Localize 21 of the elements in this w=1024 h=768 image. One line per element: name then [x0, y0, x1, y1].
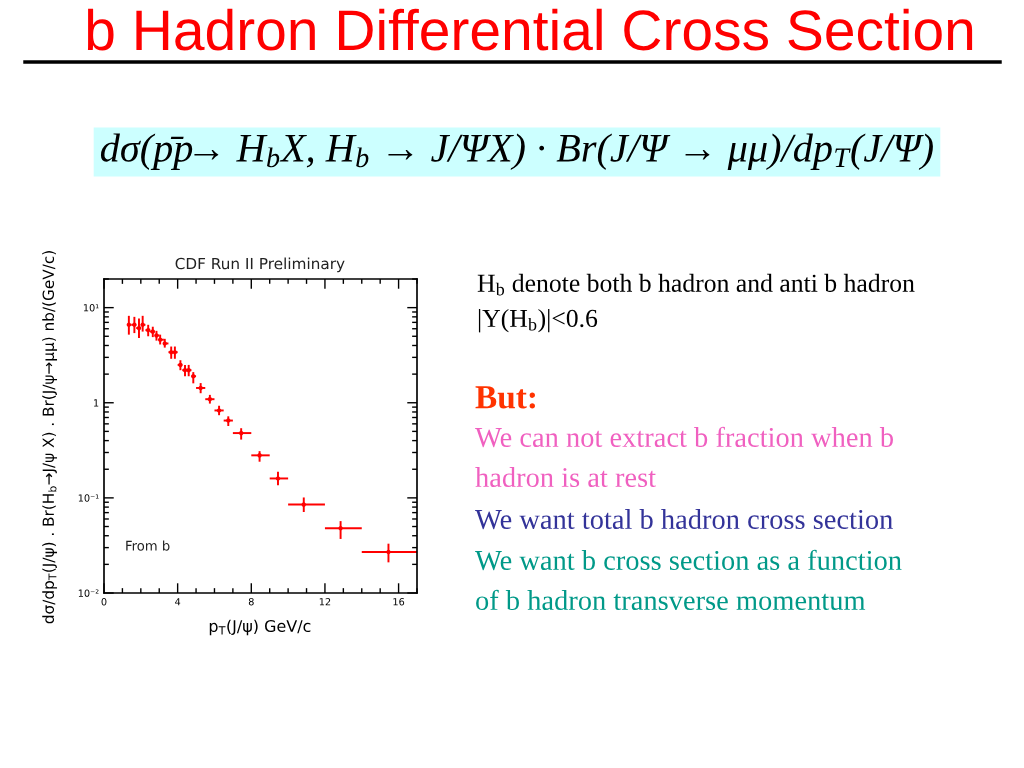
text: We want b cross section as a function of b hadron transverse momentum — [475, 549, 902, 611]
x-tick-label: 16 — [393, 598, 405, 606]
annotation: From b — [126, 540, 170, 551]
x-axis-title: p$_{T}$(J/ψ) GeV/c — [209, 619, 311, 636]
text: But: — [475, 386, 535, 409]
y-tick-label: 10⁻¹ — [78, 494, 99, 502]
y-tick-label: 10¹ — [83, 304, 99, 312]
x-tick-label: 0 — [101, 598, 107, 606]
text: |Y(H$_{b}$)|<0.6 — [478, 309, 598, 333]
y-axis-title: dσ/dp$_{T}$(J/ψ) . Br(H$_{b}$→J/ψ X) . Br(J/ψ→μμ) nb/(GeV/c) — [42, 251, 58, 624]
x-tick-label: 4 — [175, 598, 181, 606]
chart-title: b Hadron Differential Cross Section — [87, 8, 973, 51]
text: We want total b hadron cross section — [475, 509, 893, 530]
y-tick-label: 1 — [94, 399, 99, 407]
text: dσ(pp̄ → H$_{b}$X, H$_{b}$ → J/ΨX) · Br(J/Ψ → μμ)/dp$_{T}$(J/Ψ) — [100, 133, 933, 171]
x-tick-label: 8 — [248, 598, 254, 606]
x-tick-label: 12 — [319, 598, 331, 606]
y-tick-label: 10⁻² — [78, 589, 99, 597]
text: CDF Run II Preliminary — [175, 257, 345, 273]
text: We can not extract b fraction when b hadron is at rest — [475, 426, 893, 488]
text: H$_{b}$ denote both b hadron and anti b hadron — [477, 273, 915, 296]
